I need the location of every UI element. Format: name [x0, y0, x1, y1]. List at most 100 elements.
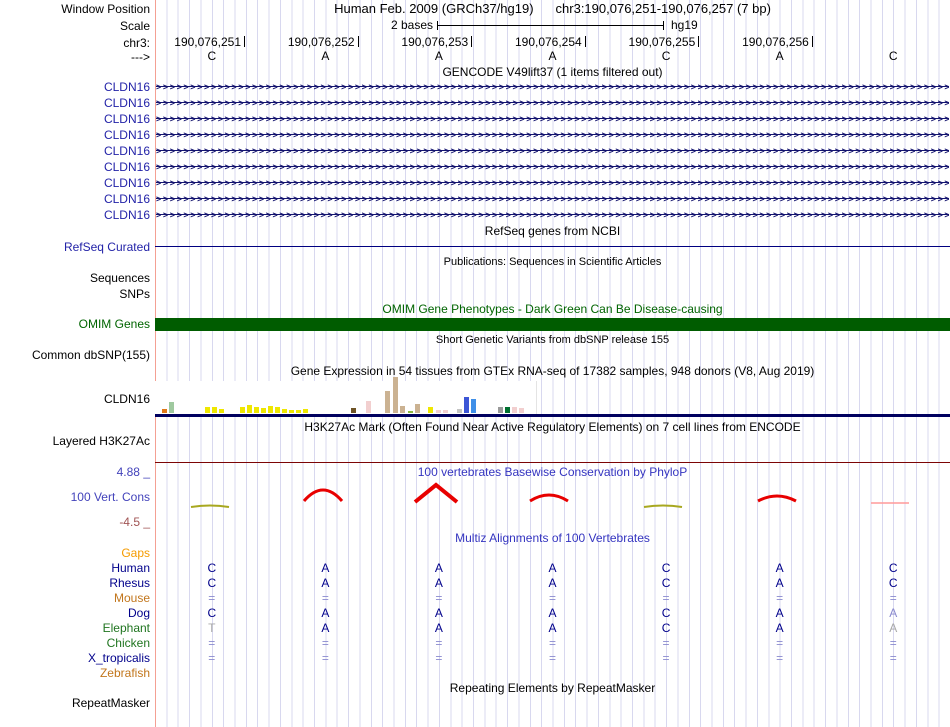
phylop-glyph	[757, 494, 797, 503]
scale-ruler-right-tick	[663, 21, 664, 30]
snps-label[interactable]: SNPs	[119, 287, 150, 301]
gene-strand-arrows[interactable]: >>>>>>>>>>>>>>>>>>>>>>>>>>>>>>>>>>>>>>>>…	[156, 143, 949, 159]
phylop-conservation-plot[interactable]	[155, 478, 950, 520]
gtex-expression-bar	[393, 377, 398, 413]
alignment-base: =	[321, 651, 329, 665]
alignment-base: A	[775, 576, 784, 590]
species-label[interactable]: Dog	[127, 606, 150, 620]
gtex-expression-bar	[162, 409, 167, 413]
species-label[interactable]: Elephant	[102, 621, 150, 635]
alignment-base: =	[321, 591, 329, 605]
species-label[interactable]: Zebrafish	[99, 666, 150, 680]
gtex-expression-bar	[351, 408, 356, 413]
alignment-base: =	[889, 651, 897, 665]
chrom-position-value: 190,076,251	[174, 35, 241, 49]
omim-track-title[interactable]: OMIM Gene Phenotypes - Dark Green Can Be…	[382, 302, 723, 316]
gtex-expression-bar	[254, 407, 259, 413]
publications-track-title[interactable]: Publications: Sequences in Scientific Ar…	[443, 256, 662, 268]
gencode-track-title[interactable]: GENCODE V49lift37 (1 items filtered out)	[442, 65, 663, 79]
dbsnp-track-title[interactable]: Short Genetic Variants from dbSNP releas…	[435, 334, 670, 346]
base-letter: A	[321, 49, 330, 63]
repeatmasker-track-title[interactable]: Repeating Elements by RepeatMasker	[449, 681, 656, 695]
gene-label[interactable]: CLDN16	[103, 208, 150, 222]
alignment-base: A	[321, 576, 330, 590]
gene-strand-arrows[interactable]: >>>>>>>>>>>>>>>>>>>>>>>>>>>>>>>>>>>>>>>>…	[156, 111, 949, 127]
assembly-tag: hg19	[671, 18, 698, 32]
gene-label[interactable]: CLDN16	[103, 112, 150, 126]
window-position-label: Window Position	[61, 2, 150, 16]
alignment-base: =	[435, 591, 443, 605]
refseq-track-title[interactable]: RefSeq genes from NCBI	[484, 224, 621, 238]
gene-strand-arrows[interactable]: >>>>>>>>>>>>>>>>>>>>>>>>>>>>>>>>>>>>>>>>…	[156, 159, 949, 175]
gene-label[interactable]: CLDN16	[103, 192, 150, 206]
gene-label[interactable]: CLDN16	[103, 80, 150, 94]
phylop-min-value: -4.5 _	[119, 515, 150, 529]
alignment-base: =	[776, 636, 784, 650]
base-letter: A	[434, 49, 443, 63]
gene-label[interactable]: CLDN16	[103, 144, 150, 158]
vert-cons-label[interactable]: 100 Vert. Cons	[70, 490, 150, 504]
species-label[interactable]: X_tropicalis	[87, 651, 150, 665]
repeatmasker-label[interactable]: RepeatMasker	[71, 696, 150, 710]
omim-gene-bar[interactable]	[155, 318, 950, 331]
phylop-glyph	[413, 482, 459, 504]
gene-strand-arrows[interactable]: >>>>>>>>>>>>>>>>>>>>>>>>>>>>>>>>>>>>>>>>…	[156, 127, 949, 143]
phylop-glyph	[302, 488, 344, 503]
gtex-expression-bar	[169, 402, 174, 413]
gtex-track-title[interactable]: Gene Expression in 54 tissues from GTEx …	[290, 364, 815, 378]
species-label[interactable]: Chicken	[106, 636, 150, 650]
alignment-base: A	[548, 561, 557, 575]
alignment-base: =	[889, 636, 897, 650]
alignment-base: T	[208, 621, 216, 635]
gtex-expression-bar	[408, 411, 413, 413]
alignment-base: =	[548, 651, 556, 665]
species-label[interactable]: Rhesus	[109, 576, 150, 590]
multiz-track-title[interactable]: Multiz Alignments of 100 Vertebrates	[455, 531, 650, 545]
alignment-base: A	[775, 606, 784, 620]
refseq-curated-line[interactable]	[155, 246, 950, 247]
alignment-base: =	[435, 651, 443, 665]
alignment-base: A	[889, 621, 898, 635]
gtex-baseline	[155, 414, 950, 417]
omim-genes-label[interactable]: OMIM Genes	[78, 317, 150, 331]
alignment-base: =	[662, 636, 670, 650]
gene-label[interactable]: CLDN16	[103, 160, 150, 174]
gene-label[interactable]: CLDN16	[103, 128, 150, 142]
base-letter: C	[207, 49, 217, 63]
common-dbsnp-label[interactable]: Common dbSNP(155)	[31, 348, 150, 362]
gene-strand-arrows[interactable]: >>>>>>>>>>>>>>>>>>>>>>>>>>>>>>>>>>>>>>>>…	[156, 191, 949, 207]
gene-strand-arrows[interactable]: >>>>>>>>>>>>>>>>>>>>>>>>>>>>>>>>>>>>>>>>…	[156, 95, 949, 111]
gene-label[interactable]: CLDN16	[103, 176, 150, 190]
alignment-base: A	[434, 606, 443, 620]
gtex-expression-bar	[240, 407, 245, 413]
chrom-position-tick	[471, 36, 473, 47]
layered-h3k27ac-label[interactable]: Layered H3K27Ac	[52, 434, 150, 448]
alignment-base: A	[434, 621, 443, 635]
gtex-expression-bar	[519, 408, 524, 413]
h3k27ac-track-title[interactable]: H3K27Ac Mark (Often Found Near Active Re…	[304, 420, 801, 434]
gene-strand-arrows[interactable]: >>>>>>>>>>>>>>>>>>>>>>>>>>>>>>>>>>>>>>>>…	[156, 79, 949, 95]
species-label[interactable]: Human	[111, 561, 150, 575]
phylop-track-title[interactable]: 100 vertebrates Basewise Conservation by…	[417, 465, 688, 479]
gtex-expression-bar	[303, 409, 308, 413]
species-label[interactable]: Mouse	[113, 591, 150, 605]
gene-strand-arrows[interactable]: >>>>>>>>>>>>>>>>>>>>>>>>>>>>>>>>>>>>>>>>…	[156, 175, 949, 191]
phylop-glyph	[529, 493, 569, 503]
alignment-base: =	[208, 591, 216, 605]
gtex-expression-bar	[457, 409, 462, 413]
alignment-base: A	[321, 606, 330, 620]
chrom-position-tick	[584, 36, 586, 47]
species-label[interactable]: Gaps	[121, 546, 150, 560]
gene-label[interactable]: CLDN16	[103, 96, 150, 110]
gene-strand-arrows[interactable]: >>>>>>>>>>>>>>>>>>>>>>>>>>>>>>>>>>>>>>>>…	[156, 207, 949, 223]
chrom-position-tick	[698, 36, 700, 47]
gtex-expression-bar	[366, 401, 371, 413]
refseq-curated-label[interactable]: RefSeq Curated	[63, 240, 150, 254]
h3k27ac-baseline	[155, 462, 950, 463]
alignment-base: A	[889, 606, 898, 620]
alignment-base: A	[548, 576, 557, 590]
gtex-expression-bar	[385, 391, 390, 413]
sequences-label[interactable]: Sequences	[89, 271, 150, 285]
alignment-base: =	[208, 636, 216, 650]
gtex-gene-label[interactable]: CLDN16	[103, 392, 150, 406]
